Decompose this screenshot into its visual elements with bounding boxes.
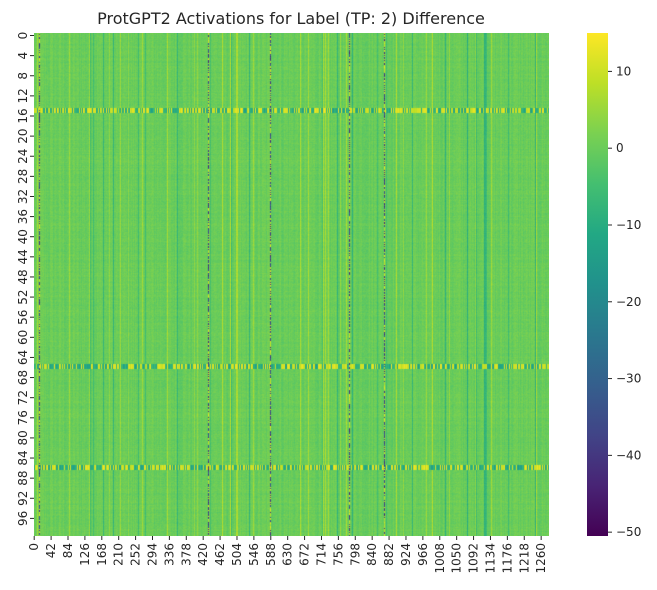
colorbar-tick-label: −40: [616, 448, 641, 462]
x-tick-label: 798: [348, 543, 362, 566]
y-tick-label: 28: [16, 169, 30, 184]
y-axis: 0481216202428323640444852566064687276808…: [16, 32, 34, 526]
y-tick-label: 52: [16, 289, 30, 304]
y-tick-label: 48: [16, 269, 30, 284]
x-tick-label: 168: [95, 543, 109, 566]
y-tick-label: 56: [16, 310, 30, 325]
x-tick-label: 1008: [433, 543, 447, 574]
x-tick-label: 1260: [534, 543, 548, 574]
colorbar-tick-label: 0: [616, 141, 624, 155]
x-tick-label: 1134: [483, 543, 497, 574]
y-tick-label: 0: [16, 32, 30, 40]
y-tick-label: 32: [16, 189, 30, 204]
x-tick-label: 1176: [500, 543, 514, 574]
colorbar: 10 0 −10 −20 −30 −40 −50: [587, 33, 641, 539]
colorbar-tick-label: 10: [616, 64, 631, 78]
y-tick-label: 36: [16, 209, 30, 224]
colorbar-tick-label: −10: [616, 218, 641, 232]
colorbar-tick-label: −20: [616, 295, 641, 309]
x-tick-label: 420: [196, 543, 210, 566]
y-tick-label: 24: [16, 149, 30, 164]
x-tick-label: 1092: [467, 543, 481, 574]
y-tick-label: 40: [16, 229, 30, 244]
y-tick-label: 64: [16, 350, 30, 365]
y-tick-label: 44: [16, 249, 30, 264]
colorbar-tick-label: −30: [616, 372, 641, 386]
y-tick-label: 12: [16, 88, 30, 103]
y-tick-label: 92: [16, 491, 30, 506]
x-tick-label: 42: [44, 543, 58, 558]
x-tick-label: 378: [179, 543, 193, 566]
x-axis: 0 42 84 126 168 210 252 294 336 378 420 462 504 546 58…: [27, 536, 548, 574]
y-tick-label: 8: [16, 72, 30, 80]
x-tick-label: 924: [399, 543, 413, 566]
x-tick-label: 84: [61, 543, 75, 558]
x-tick-label: 0: [27, 543, 41, 551]
colorbar-tick-label: −50: [616, 525, 641, 539]
x-tick-label: 714: [314, 543, 328, 566]
x-tick-label: 630: [281, 543, 295, 566]
x-tick-label: 840: [365, 543, 379, 566]
x-tick-label: 336: [162, 543, 176, 566]
x-tick-label: 1218: [517, 543, 531, 574]
y-tick-label: 84: [16, 450, 30, 465]
x-tick-label: 672: [298, 543, 312, 566]
y-tick-label: 72: [16, 390, 30, 405]
x-tick-label: 210: [112, 543, 126, 566]
y-tick-label: 68: [16, 370, 30, 385]
x-tick-label: 966: [416, 543, 430, 566]
x-tick-label: 546: [247, 543, 261, 566]
y-tick-label: 4: [16, 52, 30, 60]
x-tick-label: 252: [129, 543, 143, 566]
y-tick-label: 76: [16, 410, 30, 425]
x-tick-label: 588: [264, 543, 278, 566]
y-tick-label: 80: [16, 430, 30, 445]
y-tick-label: 60: [16, 330, 30, 345]
x-tick-label: 294: [145, 543, 159, 566]
x-tick-label: 462: [213, 543, 227, 566]
x-tick-label: 126: [78, 543, 92, 566]
y-tick-label: 20: [16, 128, 30, 143]
colorbar-gradient: [587, 33, 608, 536]
x-tick-label: 756: [331, 543, 345, 566]
x-tick-label: 504: [230, 543, 244, 566]
chart-title: ProtGPT2 Activations for Label (TP: 2) D…: [97, 9, 485, 28]
y-tick-label: 16: [16, 108, 30, 123]
x-tick-label: 1050: [450, 543, 464, 574]
heatmap-plot-area: [34, 33, 549, 536]
y-tick-label: 88: [16, 471, 30, 486]
heatmap-cells: [34, 33, 549, 536]
y-tick-label: 96: [16, 511, 30, 526]
x-tick-label: 882: [382, 543, 396, 566]
